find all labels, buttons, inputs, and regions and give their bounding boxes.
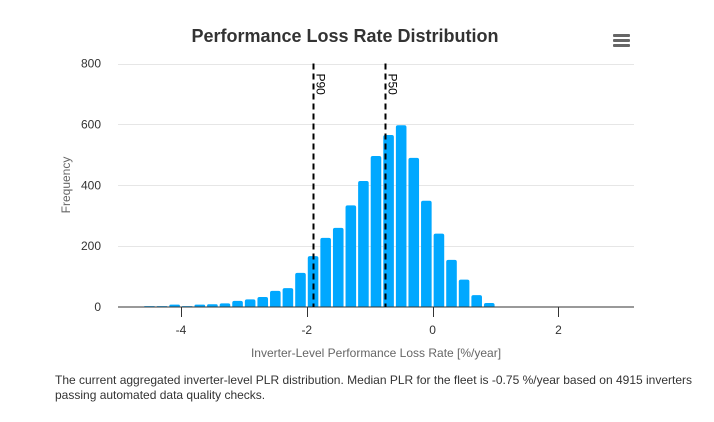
histogram-chart: Performance Loss Rate Distribution -4 -2 0… [59, 26, 634, 360]
histogram-bar[interactable] [433, 233, 445, 307]
hamburger-menu-icon [613, 34, 630, 37]
chart-context-menu-button[interactable] [606, 29, 636, 53]
histogram-bar[interactable] [169, 304, 180, 307]
histogram-bar[interactable] [483, 303, 495, 307]
x-tick-label: -2 [301, 323, 312, 337]
histogram-bar[interactable] [370, 156, 382, 307]
histogram-bar[interactable] [458, 279, 470, 307]
y-tick-label: 600 [81, 117, 101, 131]
histogram-bar[interactable] [332, 227, 344, 307]
x-tick-label: -4 [176, 323, 187, 337]
y-tick-label: 800 [81, 57, 101, 71]
histogram-bar[interactable] [383, 135, 394, 307]
x-tick-label: 2 [555, 323, 562, 337]
histogram-bar[interactable] [244, 299, 256, 307]
bars [144, 125, 495, 308]
x-axis-title: Inverter-Level Performance Loss Rate [%/… [251, 346, 501, 360]
histogram-bar[interactable] [232, 300, 243, 307]
x-axis-ticks: -4 -2 0 2 [176, 307, 562, 337]
y-tick-label: 0 [94, 300, 101, 314]
hamburger-menu-icon-bar [613, 39, 630, 42]
histogram-bar[interactable] [395, 125, 407, 308]
hamburger-menu-icon-bar [613, 44, 630, 47]
histogram-bar[interactable] [219, 303, 231, 307]
plot-lines: P90 P50 [312, 63, 400, 307]
histogram-bar[interactable] [446, 259, 457, 307]
histogram-bar[interactable] [320, 237, 331, 307]
histogram-bar[interactable] [307, 256, 319, 307]
histogram-bar[interactable] [257, 296, 269, 307]
plot-line-label: P50 [386, 74, 400, 96]
x-tick-label: 0 [429, 323, 436, 337]
histogram-bar[interactable] [471, 295, 482, 307]
y-tick-label: 200 [81, 239, 101, 253]
histogram-bar[interactable] [194, 304, 206, 307]
plot-line-label: P90 [314, 74, 328, 96]
histogram-bar[interactable] [207, 304, 218, 307]
chart-caption: The current aggregated inverter-level PL… [55, 373, 693, 402]
histogram-bar[interactable] [408, 157, 420, 307]
histogram-bar[interactable] [282, 288, 294, 307]
y-axis-ticks: 0 200 400 600 800 [81, 57, 101, 315]
y-axis-title: Frequency [59, 157, 73, 214]
histogram-bar[interactable] [270, 290, 281, 307]
histogram-bar[interactable] [295, 272, 306, 307]
histogram-bar[interactable] [421, 200, 432, 307]
histogram-bar[interactable] [358, 180, 369, 307]
y-tick-label: 400 [81, 178, 101, 192]
histogram-bar[interactable] [345, 205, 357, 307]
chart-title: Performance Loss Rate Distribution [191, 26, 498, 46]
